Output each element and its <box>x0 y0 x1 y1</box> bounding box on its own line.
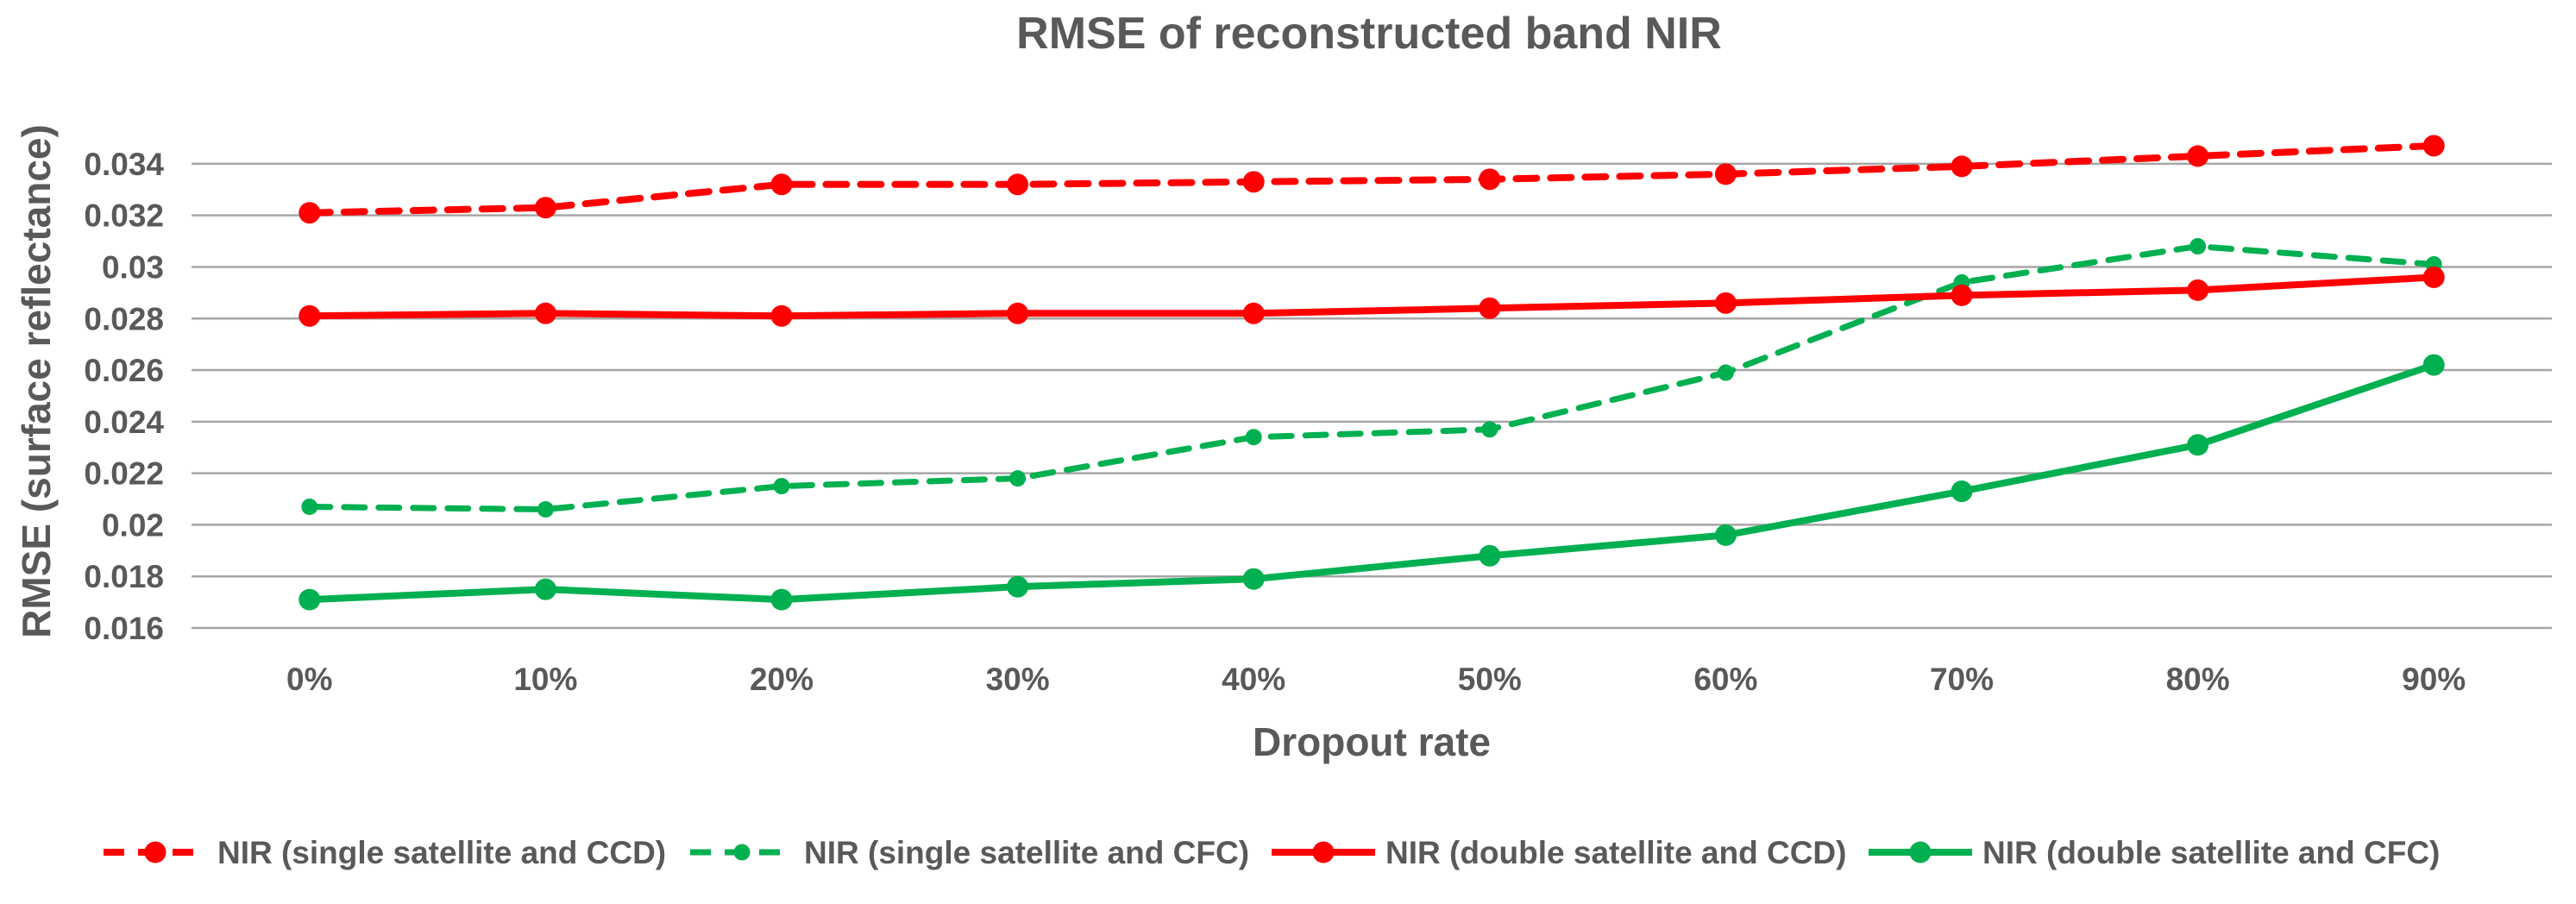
data-point <box>1009 470 1027 487</box>
y-tick-label: 0.018 <box>84 559 164 594</box>
x-tick-label: 20% <box>750 662 814 697</box>
data-point <box>2190 238 2207 255</box>
y-tick-label: 0.016 <box>84 611 164 646</box>
x-tick-label: 10% <box>513 662 577 697</box>
legend-label: NIR (double satellite and CCD) <box>1385 835 1846 870</box>
series-line <box>306 243 2437 512</box>
y-tick-label: 0.028 <box>84 301 164 336</box>
x-tick-label: 60% <box>1693 662 1757 697</box>
data-point <box>1714 163 1737 185</box>
data-point <box>1007 575 1029 598</box>
y-tick-label: 0.022 <box>84 456 164 492</box>
y-tick-label: 0.032 <box>84 198 164 234</box>
series-line <box>305 141 2438 217</box>
data-point <box>534 578 556 600</box>
data-point <box>298 202 321 224</box>
y-tick-label: 0.026 <box>84 353 164 388</box>
data-point <box>770 304 793 327</box>
data-point <box>534 302 556 324</box>
series-line <box>305 273 2438 320</box>
data-point <box>1717 364 1734 381</box>
data-point <box>2187 434 2209 456</box>
data-point <box>1714 524 1737 546</box>
data-point <box>1242 568 1265 590</box>
x-tick-label: 30% <box>986 662 1050 697</box>
data-point <box>1245 429 1262 446</box>
data-point <box>773 478 790 495</box>
gridlines <box>192 162 2552 630</box>
data-point <box>298 588 321 611</box>
legend: NIR (single satellite and CCD) NIR (singl… <box>104 835 2440 870</box>
series-3 <box>298 266 2445 327</box>
data-point <box>1479 297 1501 319</box>
y-tick-label: 0.024 <box>84 405 164 440</box>
y-tick-label: 0.03 <box>102 249 164 285</box>
data-point <box>1242 171 1265 193</box>
legend-marker <box>1312 841 1335 863</box>
data-point <box>1007 173 1029 196</box>
y-tick-label: 0.02 <box>102 507 164 543</box>
data-point <box>2187 279 2209 301</box>
y-axis-ticks: 0.016 0.018 0.02 0.022 0.024 0.026 0.028 0.03 0.… <box>84 147 164 646</box>
data-point <box>537 500 554 518</box>
series-4 <box>298 354 2445 611</box>
legend-item: NIR (single satellite and CFC) <box>690 835 1249 870</box>
series-group <box>298 135 2445 611</box>
series-line <box>305 361 2438 604</box>
data-point <box>770 173 793 196</box>
legend-marker <box>733 844 751 861</box>
data-point <box>2422 135 2445 157</box>
legend-item: NIR (double satellite and CFC) <box>1869 835 2440 870</box>
x-tick-label: 50% <box>1458 662 1522 697</box>
legend-label: NIR (single satellite and CCD) <box>217 835 666 870</box>
data-point <box>2422 354 2445 376</box>
data-point <box>1951 480 1973 503</box>
legend-marker <box>144 841 166 863</box>
chart-title: RMSE of reconstructed band NIR <box>1016 9 1722 59</box>
x-axis-title: Dropout rate <box>1253 719 1491 764</box>
data-point <box>2187 145 2209 167</box>
data-point <box>1479 168 1501 191</box>
data-point <box>1479 544 1501 567</box>
data-point <box>770 588 793 611</box>
data-point <box>1007 302 1029 324</box>
x-tick-label: 80% <box>2166 662 2230 697</box>
data-point <box>301 498 318 515</box>
x-tick-label: 40% <box>1222 662 1285 697</box>
legend-marker <box>1909 841 1932 863</box>
series-2 <box>301 238 2442 518</box>
legend-label: NIR (single satellite and CFC) <box>804 835 1249 870</box>
legend-item: NIR (double satellite and CCD) <box>1272 835 1846 870</box>
data-point <box>1242 302 1265 324</box>
series-1 <box>298 135 2445 224</box>
data-point <box>298 304 321 327</box>
data-point <box>1481 421 1498 438</box>
legend-item: NIR (single satellite and CCD) <box>104 835 666 870</box>
data-point <box>534 197 556 219</box>
data-point <box>2422 266 2445 288</box>
data-point <box>1714 292 1737 314</box>
x-tick-label: 90% <box>2402 662 2466 697</box>
y-tick-label: 0.034 <box>84 147 164 182</box>
x-axis-ticks: 0% 10% 20% 30% 40% 50% 60% 70% 80% 90% <box>286 662 2466 697</box>
x-tick-label: 70% <box>1930 662 1994 697</box>
y-axis-title: RMSE (surface reflectance) <box>14 124 59 638</box>
x-tick-label: 0% <box>286 662 332 697</box>
data-point <box>1951 284 1973 306</box>
data-point <box>1951 155 1973 178</box>
legend-label: NIR (double satellite and CFC) <box>1982 835 2440 870</box>
